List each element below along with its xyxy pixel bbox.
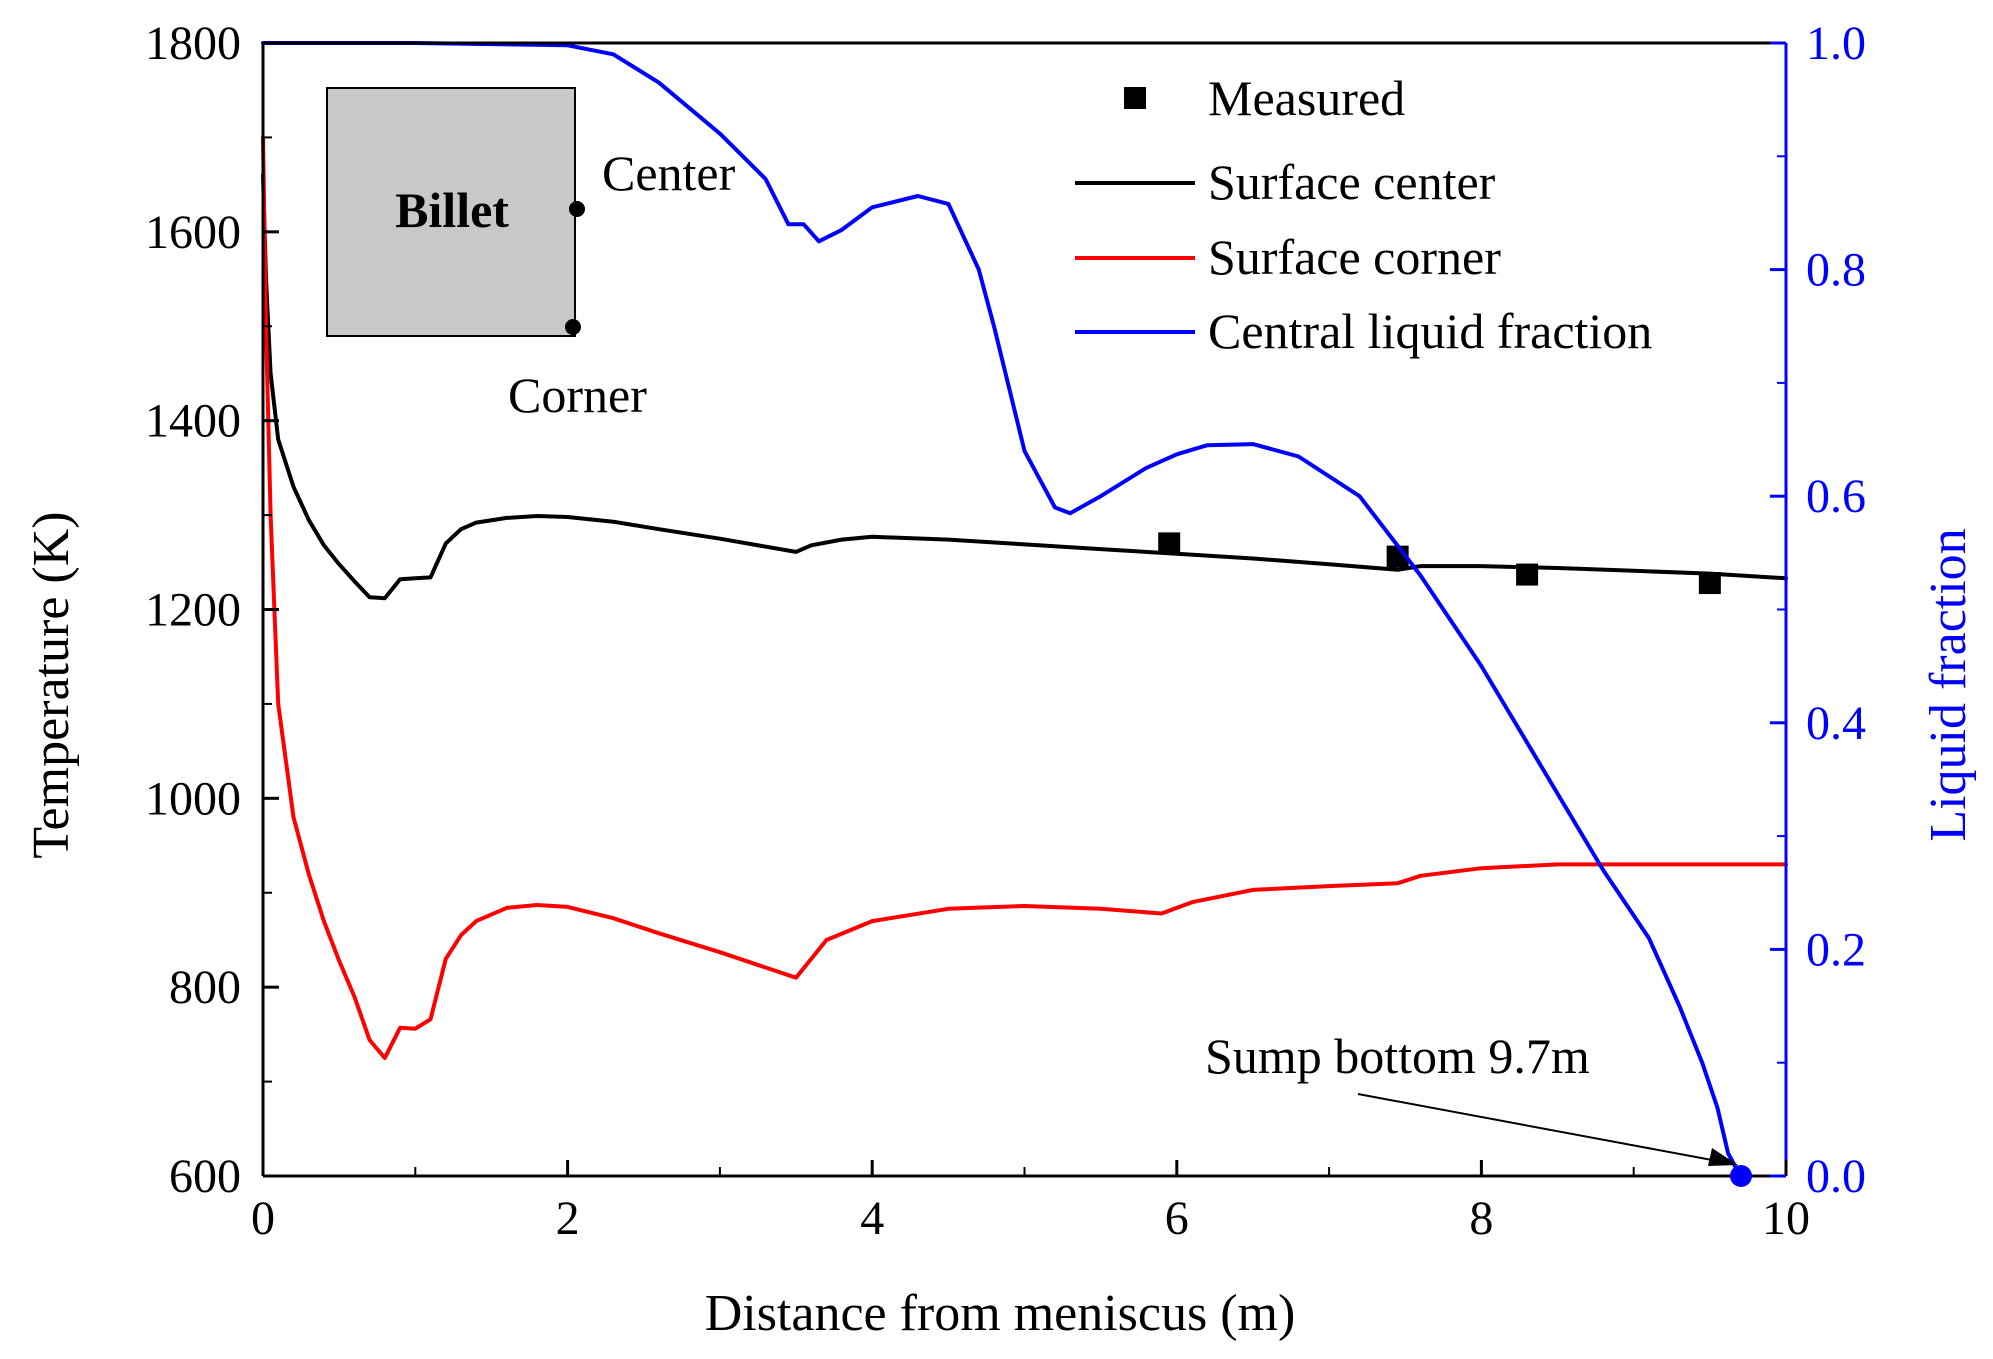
y-tick-label: 800 — [169, 961, 241, 1014]
billet-square — [326, 87, 576, 337]
y2-tick-label: 0.2 — [1806, 923, 1866, 976]
y2-tick-label: 0.8 — [1806, 244, 1866, 297]
y-tick-label: 1600 — [145, 206, 241, 259]
legend: Measured Surface center Surface corner C… — [1075, 70, 1652, 359]
data-point-measured — [1698, 572, 1721, 595]
series-line-surface-center — [261, 173, 1788, 601]
y-tick-label: 600 — [169, 1150, 241, 1203]
billet-inset: Billet Center Corner — [326, 87, 736, 423]
sump-annotation: Sump bottom 9.7m — [1205, 1028, 1752, 1187]
legend-entry-measured: Measured — [1124, 70, 1405, 126]
legend-entry-surface-center: Surface center — [1075, 154, 1496, 210]
x-tick-label: 6 — [1165, 1192, 1189, 1245]
x-tick-label: 8 — [1469, 1192, 1493, 1245]
plot-marks — [261, 41, 1788, 1178]
sump-point-marker — [1730, 1165, 1752, 1187]
y2-axis-title: Liquid fraction — [1920, 528, 1977, 841]
x-tick-label: 4 — [860, 1192, 884, 1245]
sump-arrow-head — [1708, 1148, 1738, 1166]
y2-tick-label: 1.0 — [1806, 17, 1866, 70]
sump-label: Sump bottom 9.7m — [1205, 1028, 1590, 1084]
corner-point-marker — [565, 319, 581, 335]
center-point-label: Center — [602, 145, 736, 201]
y-tick-label: 1000 — [145, 772, 241, 825]
x-axis-title: Distance from meniscus (m) — [705, 1285, 1296, 1342]
sump-arrow-line — [1357, 1093, 1729, 1164]
legend-entry-liquid-fraction: Central liquid fraction — [1075, 303, 1652, 359]
x-tick-label: 2 — [556, 1192, 580, 1245]
billet-label: Billet — [395, 182, 509, 238]
legend-label-measured: Measured — [1208, 70, 1405, 126]
y2-tick-label: 0.6 — [1806, 470, 1866, 523]
x-tick-label: 10 — [1762, 1192, 1810, 1245]
axis-ticks: 0 2 4 6 8 10 600 800 1000 1200 1400 1600 1800 0.0 0.2 0… — [145, 17, 1866, 1245]
y-axis-title: Temperature (K) — [23, 511, 80, 858]
data-point-measured — [1158, 532, 1181, 555]
legend-swatch-measured — [1124, 87, 1146, 109]
legend-entry-surface-corner: Surface corner — [1075, 229, 1501, 285]
center-point-marker — [569, 201, 585, 217]
legend-label-surface-corner: Surface corner — [1208, 229, 1501, 285]
x-tick-label: 0 — [251, 1192, 275, 1245]
legend-label-surface-center: Surface center — [1208, 154, 1496, 210]
legend-label-liquid-fraction: Central liquid fraction — [1208, 303, 1652, 359]
y-tick-label: 1200 — [145, 584, 241, 637]
series-line-central-liquid-fraction — [261, 41, 1743, 1178]
y2-tick-label: 0.0 — [1806, 1150, 1866, 1203]
corner-point-label: Corner — [508, 367, 647, 423]
y-tick-label: 1800 — [145, 17, 241, 70]
y-tick-label: 1400 — [145, 395, 241, 448]
y2-tick-label: 0.4 — [1806, 697, 1866, 750]
series-line-surface-corner — [261, 135, 1788, 1060]
